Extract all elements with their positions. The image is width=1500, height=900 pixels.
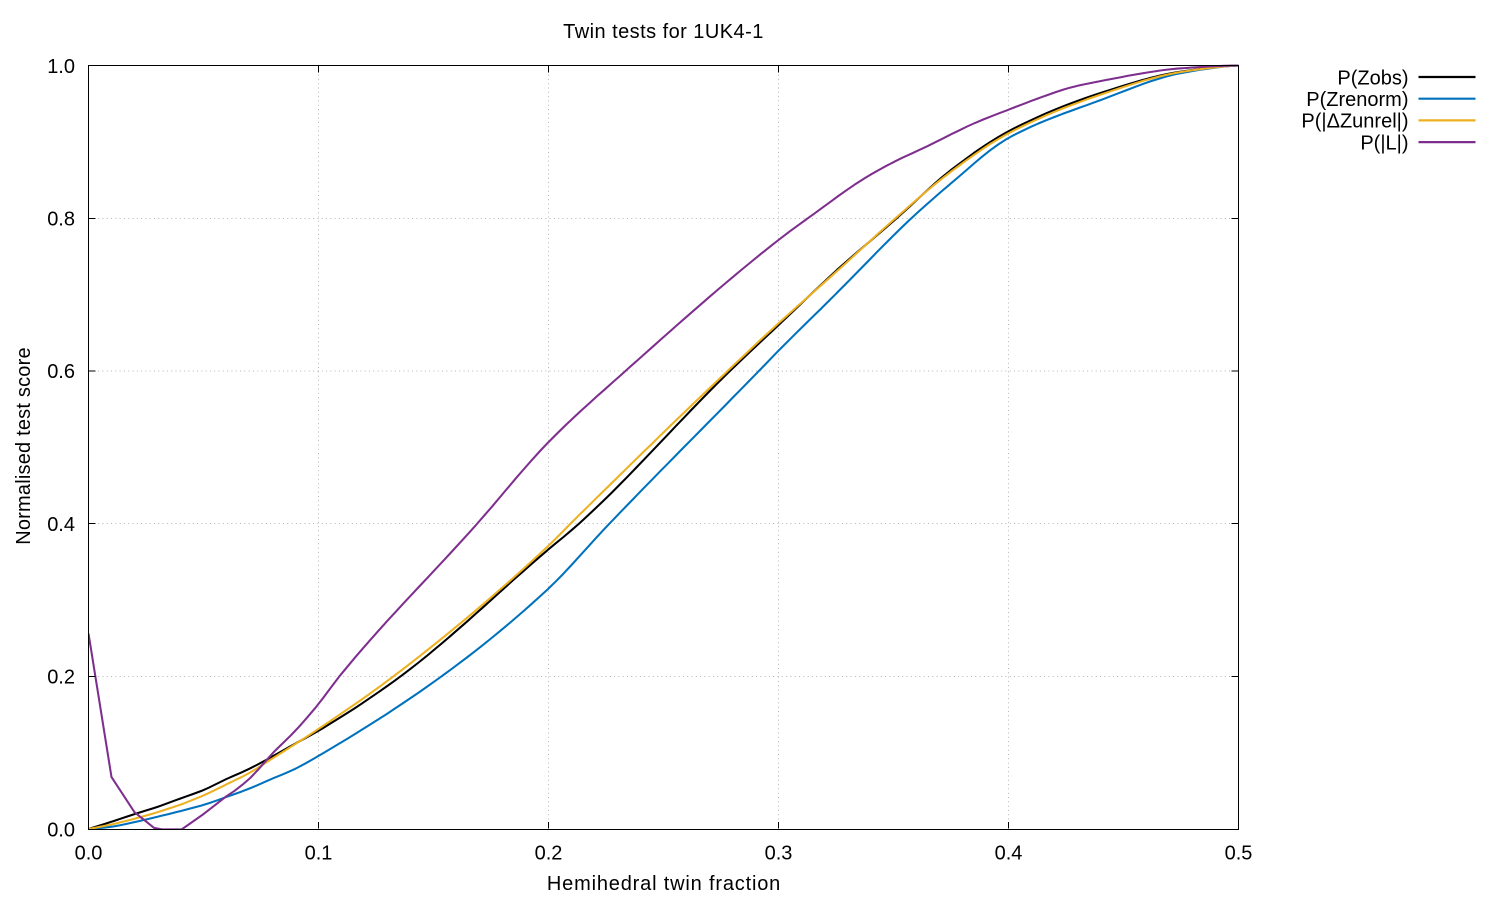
svg-text:0.2: 0.2: [47, 667, 75, 689]
svg-text:P(Zobs): P(Zobs): [1337, 67, 1408, 89]
svg-text:Twin tests for 1UK4-1: Twin tests for 1UK4-1: [563, 21, 764, 43]
svg-text:0.8: 0.8: [47, 209, 75, 231]
svg-text:P(|ΔZunrel|): P(|ΔZunrel|): [1301, 111, 1408, 133]
svg-text:Hemihedral twin fraction: Hemihedral twin fraction: [547, 873, 781, 895]
svg-text:0.4: 0.4: [995, 843, 1023, 865]
svg-text:0.1: 0.1: [305, 843, 333, 865]
svg-text:0.4: 0.4: [47, 514, 75, 536]
svg-text:0.6: 0.6: [47, 361, 75, 383]
svg-text:1.0: 1.0: [47, 56, 75, 78]
svg-text:Normalised test score: Normalised test score: [13, 347, 35, 545]
svg-text:P(Zrenorm): P(Zrenorm): [1306, 89, 1408, 111]
svg-text:P(|L|): P(|L|): [1360, 132, 1408, 154]
svg-text:0.2: 0.2: [535, 843, 563, 865]
svg-text:0.5: 0.5: [1225, 843, 1253, 865]
svg-text:0.0: 0.0: [47, 819, 75, 841]
svg-text:0.3: 0.3: [765, 843, 793, 865]
svg-text:0.0: 0.0: [75, 843, 103, 865]
